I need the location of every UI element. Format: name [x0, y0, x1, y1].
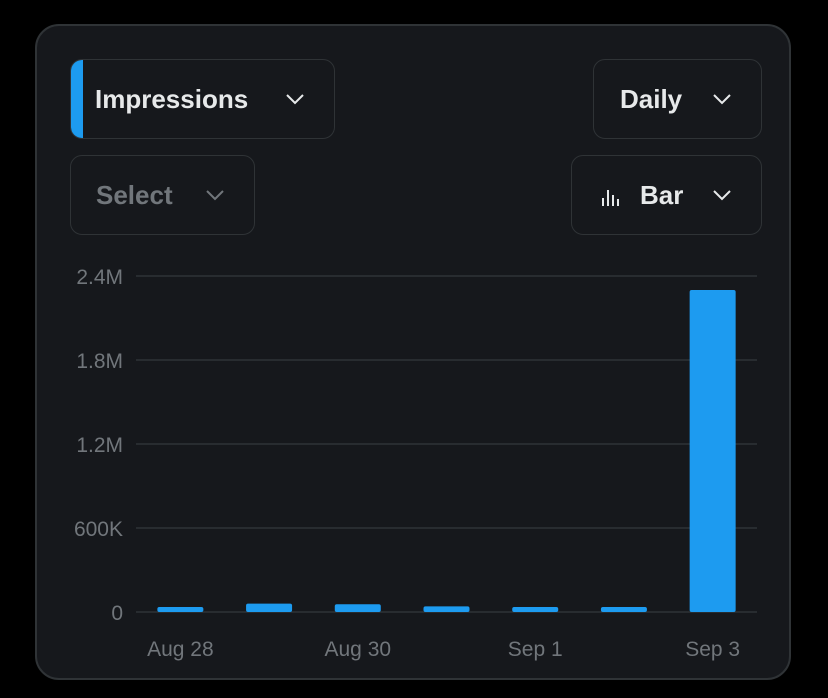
x-tick-label: Aug 28 — [147, 638, 214, 661]
chart-type-dropdown[interactable]: Bar — [571, 155, 762, 235]
y-tick-label: 600K — [74, 518, 123, 541]
metric-color-swatch — [71, 60, 83, 138]
bar-sep-2[interactable] — [600, 607, 647, 612]
metric-dropdown[interactable]: Impressions — [70, 59, 335, 139]
bar-chart-icon — [600, 184, 622, 206]
compare-select[interactable]: Select — [70, 155, 255, 235]
chevron-down-icon — [204, 184, 226, 206]
y-tick-label: 0 — [111, 602, 123, 625]
bar-aug-28[interactable] — [157, 607, 204, 612]
x-tick-label: Sep 1 — [508, 638, 563, 661]
interval-dropdown[interactable]: Daily — [593, 59, 762, 139]
x-tick-label: Sep 3 — [685, 638, 740, 661]
bar-aug-31[interactable] — [423, 606, 470, 612]
y-tick-label: 1.2M — [76, 434, 123, 457]
x-tick-label: Aug 30 — [325, 638, 392, 661]
bar-aug-30[interactable] — [334, 604, 381, 612]
chart-type-label: Bar — [640, 179, 684, 210]
compare-placeholder: Select — [96, 179, 173, 210]
chevron-down-icon — [284, 88, 306, 110]
chevron-down-icon — [711, 184, 733, 206]
analytics-card: Impressions Daily Select Bar 0 600 — [35, 24, 791, 680]
impressions-bar-chart: 0 600K 1.2M 1.8M 2.4M Aug 28 Aug 30 Sep 1 Sep 3 — [74, 266, 757, 661]
interval-label: Daily — [620, 83, 683, 114]
y-tick-label: 2.4M — [76, 266, 123, 289]
bar-sep-3[interactable] — [689, 290, 736, 612]
y-tick-label: 1.8M — [76, 350, 123, 373]
metric-label: Impressions — [95, 83, 249, 114]
chevron-down-icon — [711, 88, 733, 110]
bar-sep-1[interactable] — [512, 607, 559, 612]
bar-aug-29[interactable] — [246, 603, 293, 612]
